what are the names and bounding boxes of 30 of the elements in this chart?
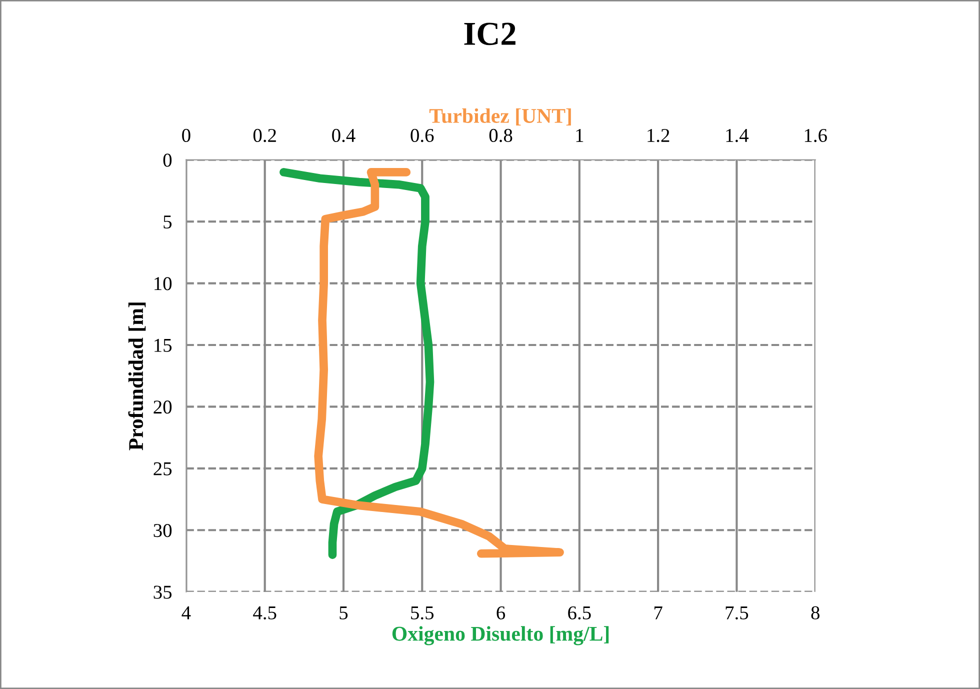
y-axis-title: Profundidad [m] [128, 302, 146, 450]
x-tick-label: 6.5 [568, 606, 591, 620]
y-tick-label: 0 [163, 154, 172, 167]
y-tick-label: 25 [154, 462, 172, 476]
y-tick-label: 5 [164, 216, 172, 228]
x2-tick-label: 1.6 [804, 128, 827, 142]
x-tick-label: 5.5 [411, 606, 434, 620]
x2-tick-label: 1.2 [648, 128, 670, 142]
x2-tick-label: 0.8 [489, 128, 512, 142]
x-tick-label: 6 [496, 606, 506, 620]
x-tick-label: 5 [340, 606, 348, 620]
x2-axis-title: Turbidez [UNT] [429, 108, 571, 126]
x2-tick-label: 0.6 [410, 128, 434, 142]
x-tick-label: 7.5 [726, 606, 748, 620]
x2-tick-label: 1.4 [726, 128, 749, 142]
x-tick-label: 4 [182, 606, 191, 620]
x2-tick-label: 1 [576, 128, 584, 142]
y-tick-label: 20 [154, 400, 172, 414]
x-tick-label: 8 [811, 606, 820, 620]
x2-tick-label: 0 [182, 128, 190, 142]
chart-title: IC2 [464, 22, 516, 46]
x2-tick-label: 0.4 [332, 128, 356, 142]
x-tick-label: 4.5 [253, 606, 276, 620]
y-tick-label: 15 [154, 338, 172, 352]
y-tick-label: 10 [154, 277, 172, 290]
x-axis-title: Oxigeno Disuelto [mg/L] [392, 626, 609, 646]
x2-tick-label: 0.2 [253, 128, 276, 142]
y-tick-label: 35 [154, 586, 172, 599]
y-tick-label: 30 [154, 524, 172, 538]
x-tick-label: 7 [654, 606, 662, 620]
